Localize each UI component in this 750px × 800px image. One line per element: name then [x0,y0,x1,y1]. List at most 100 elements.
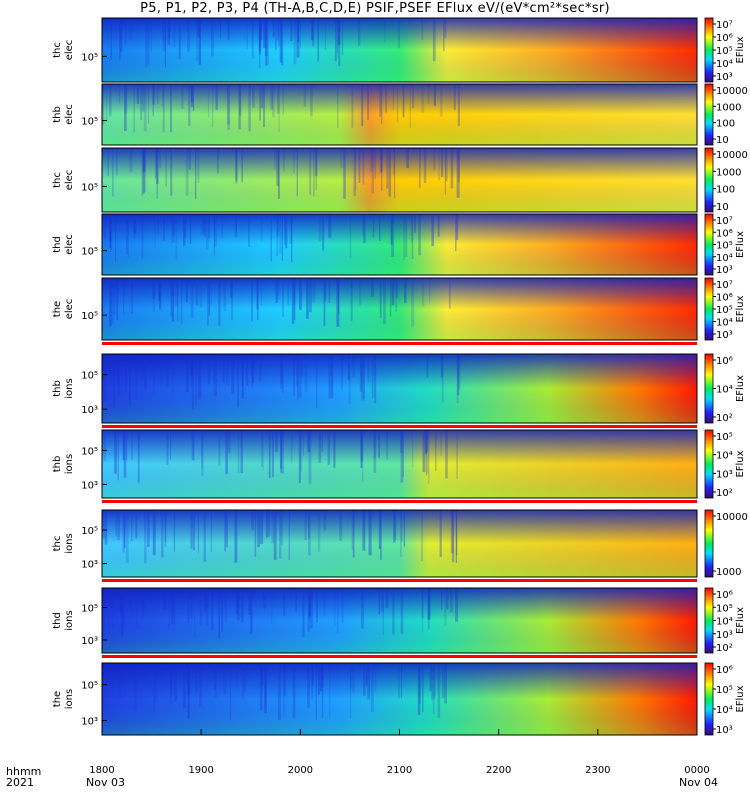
colorbar-tick-label: 10⁴ [716,705,733,716]
spectrogram-stripe [370,148,373,173]
spectrogram-stripe [433,663,436,700]
spectrogram-stripe [175,278,179,307]
spectrogram-stripe [451,510,455,563]
spectrogram-stripe [124,84,127,131]
spectrogram-stripe [380,510,382,560]
colorbar-label: EFlux [735,685,746,712]
spectrogram-stripe [337,84,339,128]
spectrogram-stripe [259,84,261,121]
spectrogram-stripe [125,354,127,393]
spectrogram-stripe [119,663,122,698]
panel-ylabel: thdelec [52,234,75,255]
spectrogram-stripe [168,18,171,39]
spectrogram-stripe [402,84,405,118]
spectrogram-stripe [378,510,381,550]
spectrogram-stripe [105,214,107,248]
panel-ylabel-probe: thb [52,380,63,397]
spectrogram-stripe [260,214,263,241]
colorbar-tick-label: 1000 [716,167,741,178]
spectrogram-stripe [124,18,127,45]
spectrogram-stripe [197,148,200,183]
spectrogram-stripe [280,510,284,546]
spectrogram-stripe [339,510,343,541]
spectrogram-stripe [154,663,158,703]
spectrogram-stripe [271,510,274,544]
spectrogram-stripe [115,148,118,176]
spectrogram-stripe [218,278,221,326]
spectrogram-stripe [456,214,459,241]
panel-ylabel-species: elec [64,40,75,61]
spectrogram-stripe [147,510,150,547]
colorbar-label: EFlux [735,231,746,258]
spectrogram-stripe [120,588,124,636]
spectrogram-stripe [260,18,263,40]
spectrogram-stripe [166,354,169,388]
spectrogram-stripe [252,84,255,108]
colorbar-tick-label: 1000 [716,567,741,578]
spectrogram-stripe [102,84,105,125]
spectrogram-stripe [190,84,194,108]
spectrogram-stripe [174,663,177,702]
panel-ylabel: theions [52,689,75,709]
spectrogram-stripe [378,588,380,615]
spectrogram-stripe [221,588,224,633]
spectrogram-stripe [104,354,107,402]
spectrogram-stripe [440,354,443,378]
spectrogram-stripe [308,588,312,617]
spectrogram-stripe [315,663,317,720]
spectrogram-stripe [203,510,206,562]
colorbar-tick-label: 10 [716,202,729,213]
spectrogram-stripe [127,214,129,258]
spectrogram-stripe [111,588,114,627]
spectrogram-stripe [322,214,325,251]
spectrogram-stripe [118,84,121,104]
spectrogram-stripe [316,354,318,409]
spectrogram-stripe [381,84,383,124]
colorbar-tick-label: 10⁴ [716,385,733,396]
spectrogram-stripe [361,430,364,481]
spectrogram-stripe [164,18,166,68]
spectrogram-stripe [240,430,243,474]
spectrogram-stripe [428,588,430,630]
spectrogram-stripe [315,148,317,190]
y-tick-label: 10⁵ [81,604,98,615]
panel-ylabel: thcelec [52,170,75,191]
spectrogram-stripe [385,588,389,608]
spectrogram-stripe [303,84,307,107]
spectrogram-stripe [278,278,280,300]
spectrogram-stripe [126,214,128,255]
spectrogram-stripe [381,148,383,191]
colorbar-tick-label: 10⁶ [716,590,733,601]
spectrogram-stripe [403,214,405,260]
separator-band [102,500,697,503]
spectrogram-stripe [272,18,275,38]
spectrogram-stripe [129,354,131,407]
spectrogram-stripe [191,354,193,386]
spectrogram-stripe [431,214,434,247]
spectrogram-stripe [361,84,364,126]
spectrogram-stripe [359,354,363,392]
spectrogram-stripe [321,663,324,688]
spectrogram-stripe [187,588,190,623]
colorbar-tick-label: 10⁴ [716,451,733,462]
spectrogram-stripe [458,354,461,390]
spectrogram-stripe [307,430,310,453]
colorbar-label: EFlux [735,295,746,322]
spectrogram-stripe [198,354,202,400]
spectrogram-stripe [228,430,231,454]
spectrogram-stripe [456,510,458,556]
y-tick-label: 10⁵ [81,52,98,63]
spectrogram-stripe [275,18,277,51]
spectrogram-stripe [251,354,254,388]
spectrogram-stripe [107,148,109,177]
spectrogram-stripe [223,663,226,695]
spectrogram-stripe [410,214,413,243]
spectrogram-stripe [225,430,228,475]
spectrogram-panel-2: thbelec 10⁵ 10000 1000 100 10 [52,83,748,146]
spectrogram-stripe [231,354,235,394]
spectrogram-stripe [278,18,280,47]
spectrogram-stripe [414,214,416,233]
spectrogram-stripe [337,18,341,45]
spectrogram-stripe [404,214,408,258]
spectrogram-stripe [107,588,110,626]
